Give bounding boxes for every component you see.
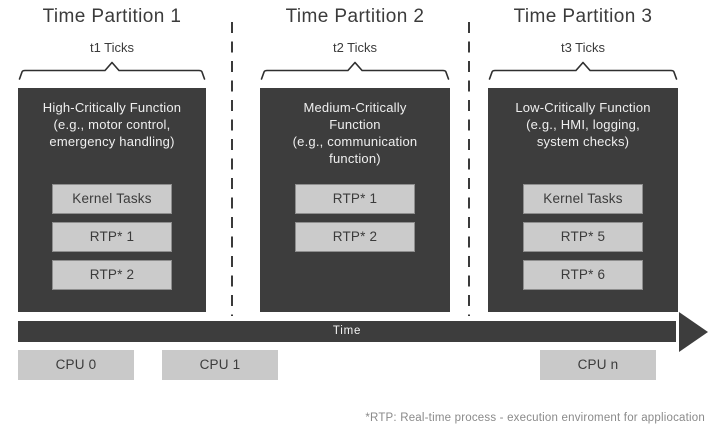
partition-2: Time Partition 2 t2 Ticks Medium-Critica… [260,0,450,312]
function-box: High-Critically Function (e.g., motor co… [18,88,206,312]
task-box: RTP* 2 [295,222,415,252]
partition-1: Time Partition 1 t1 Ticks High-Criticall… [18,0,206,312]
task-box: RTP* 1 [295,184,415,214]
brace-icon [260,61,450,80]
timeline-label: Time [332,325,362,337]
partition-divider [231,22,233,316]
ticks-label: t3 Ticks [560,40,606,55]
task-box: RTP* 5 [523,222,643,252]
ticks-label: t2 Ticks [332,40,378,55]
function-label: Medium-Critically Function (e.g., commun… [292,100,418,166]
cpu-box: CPU 1 [162,350,278,380]
partition-divider [468,22,470,316]
timeline-bar: Time [18,321,676,342]
cpu-box: CPU n [540,350,656,380]
partition-3: Time Partition 3 t3 Ticks Low-Critically… [488,0,678,312]
function-label: High-Critically Function (e.g., motor co… [42,100,182,149]
function-label: Low-Critically Function (e.g., HMI, logg… [515,100,651,149]
function-box: Medium-Critically Function (e.g., commun… [260,88,450,312]
arrow-head-icon [679,312,708,352]
footnote: *RTP: Real-time process - execution envi… [365,412,705,424]
task-list: RTP* 1 RTP* 2 [295,184,415,252]
ticks-label: t1 Ticks [89,40,135,55]
task-box: RTP* 6 [523,260,643,290]
brace-icon [488,61,678,80]
cpu-box: CPU 0 [18,350,134,380]
task-box: Kernel Tasks [523,184,643,214]
brace-icon [18,61,206,80]
task-box: RTP* 2 [52,260,172,290]
partition-title: Time Partition 3 [513,6,653,27]
task-box: RTP* 1 [52,222,172,252]
task-list: Kernel Tasks RTP* 1 RTP* 2 [52,184,172,290]
partition-title: Time Partition 1 [42,6,182,27]
partition-title: Time Partition 2 [285,6,425,27]
task-box: Kernel Tasks [52,184,172,214]
task-list: Kernel Tasks RTP* 5 RTP* 6 [523,184,643,290]
function-box: Low-Critically Function (e.g., HMI, logg… [488,88,678,312]
